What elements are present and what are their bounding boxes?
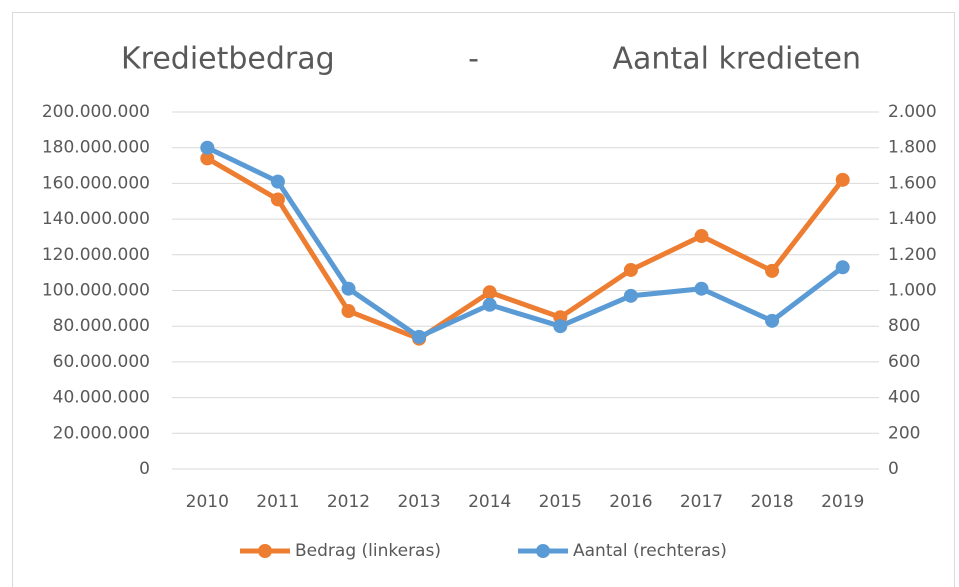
y-tick-label: 140.000.000 [42,209,150,229]
point [765,263,780,278]
point [270,192,285,207]
point [270,174,285,189]
point [341,281,356,296]
point [694,229,709,244]
x-tick-label: 2011 [256,492,299,512]
y2-tick-label: 400 [888,388,920,408]
point [765,313,780,328]
x-tick-label: 2018 [750,492,793,512]
series-line [206,145,845,340]
x-tick-label: 2014 [468,492,511,512]
x-tick-label: 2017 [680,492,723,512]
y-tick-label: 200.000.000 [42,102,150,122]
point [835,260,850,275]
point [553,319,568,334]
y2-tick-label: 1.600 [888,173,937,193]
y-tick-label: 60.000.000 [53,352,150,372]
y2-tick-label: 1.000 [888,281,937,301]
y2-tick-label: 2.000 [888,102,937,122]
chart-title: Kredietbedrag - Aantal kredieten [121,42,861,77]
y-tick-label: 40.000.000 [53,388,150,408]
y2-tick-label: 1.400 [888,209,937,229]
y-tick-label: 100.000.000 [42,281,150,301]
x-tick-label: 2019 [821,492,864,512]
legend-label: Aantal (rechteras) [573,541,727,561]
legend-marker [258,544,272,558]
legend-label: Bedrag (linkeras) [295,541,441,561]
y2-tick-label: 1.200 [888,245,937,265]
x-tick-label: 2015 [539,492,582,512]
y2-tick-label: 200 [888,423,920,443]
point [200,151,215,166]
point [623,262,638,277]
legend-marker [536,544,550,558]
point [200,140,215,155]
point [835,172,850,187]
y2-tick-label: 0 [888,459,899,479]
x-tick-label: 2010 [186,492,229,512]
point [412,329,427,344]
y-tick-label: 120.000.000 [42,245,150,265]
y-tick-label: 20.000.000 [53,423,150,443]
series-line [206,156,845,342]
y2-tick-label: 800 [888,316,920,336]
y-tick-label: 80.000.000 [53,316,150,336]
y-tick-label: 0 [139,459,150,479]
y-tick-label: 160.000.000 [42,173,150,193]
y-tick-label: 180.000.000 [42,138,150,158]
point [482,297,497,312]
point [341,304,356,319]
point [482,285,497,300]
y2-tick-label: 600 [888,352,920,372]
point [694,281,709,296]
y2-tick-label: 1.800 [888,138,937,158]
point [623,288,638,303]
x-tick-label: 2016 [609,492,652,512]
x-tick-label: 2013 [397,492,440,512]
x-tick-label: 2012 [327,492,370,512]
